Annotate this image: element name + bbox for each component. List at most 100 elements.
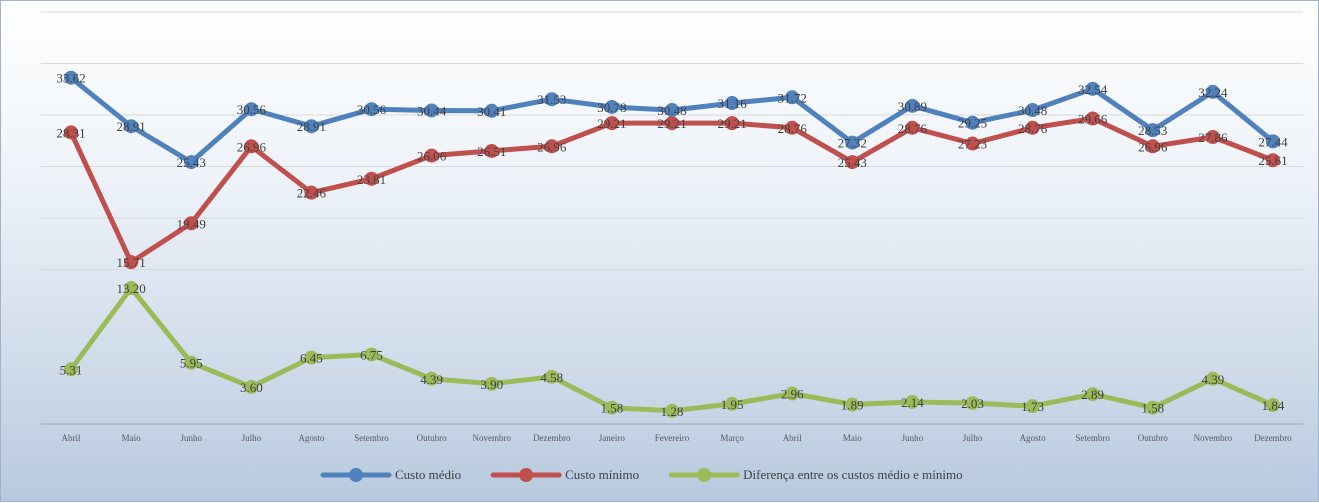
data-point <box>905 120 920 135</box>
legend-label: Custo médio <box>395 467 461 482</box>
x-tick-label: Dezembro <box>1254 433 1292 443</box>
data-point <box>304 350 319 365</box>
legend-label: Diferença entre os custos médio e mínimo <box>743 467 963 482</box>
data-label: 28.76 <box>1018 121 1048 136</box>
data-point <box>725 96 740 111</box>
data-point <box>484 143 499 158</box>
x-tick-label: Junho <box>180 433 202 443</box>
data-point <box>725 396 740 411</box>
data-point <box>304 185 319 200</box>
data-label: 30.56 <box>357 102 387 117</box>
data-label: 1.28 <box>661 404 684 419</box>
data-point <box>64 362 79 377</box>
data-label: 22.46 <box>297 186 327 201</box>
data-point <box>1205 371 1220 386</box>
data-label: 25.61 <box>1258 153 1287 168</box>
data-point <box>604 400 619 415</box>
data-point <box>665 403 679 418</box>
x-tick-label: Novembro <box>1194 433 1233 443</box>
data-label: 28.91 <box>117 119 146 134</box>
data-label: 30.48 <box>1018 103 1047 118</box>
data-point <box>1205 130 1220 145</box>
data-point <box>1145 123 1160 138</box>
data-point <box>604 99 619 114</box>
data-point <box>1025 120 1040 135</box>
x-tick-label: Março <box>720 433 744 443</box>
data-label: 3.60 <box>240 380 263 395</box>
data-label: 26.96 <box>237 139 267 154</box>
x-tick-label: Setembro <box>354 433 389 443</box>
data-point <box>1025 399 1040 414</box>
data-point <box>124 281 139 296</box>
data-label: 4.39 <box>420 372 443 387</box>
legend-swatch-marker <box>349 468 363 482</box>
data-point <box>1265 398 1280 413</box>
data-point <box>845 397 860 412</box>
data-point <box>184 216 199 231</box>
data-label: 2.89 <box>1081 387 1104 402</box>
data-point <box>364 171 379 186</box>
data-label: 30.44 <box>417 103 447 118</box>
x-tick-label: Novembro <box>472 433 511 443</box>
data-label: 29.21 <box>597 116 626 131</box>
series-group <box>64 70 1280 418</box>
data-point <box>785 120 800 135</box>
data-label: 5.31 <box>60 362 83 377</box>
x-tick-label: Outubro <box>1138 433 1168 443</box>
data-label: 28.91 <box>297 119 326 134</box>
data-point <box>124 255 139 270</box>
data-point <box>965 115 980 130</box>
data-label: 25.43 <box>177 155 206 170</box>
data-point <box>665 103 679 118</box>
data-label: 15.71 <box>117 255 146 270</box>
data-point <box>244 139 259 154</box>
data-point <box>544 369 559 384</box>
data-point <box>304 119 319 134</box>
data-point <box>184 355 199 370</box>
data-label: 32.54 <box>1078 82 1108 97</box>
data-label: 1.89 <box>841 398 864 413</box>
data-point <box>424 148 439 163</box>
data-point <box>64 70 79 85</box>
data-point <box>544 139 559 154</box>
data-point <box>845 155 860 170</box>
x-tick-label: Janeiro <box>599 433 625 443</box>
data-point <box>364 102 379 117</box>
x-tick-label: Abril <box>783 433 802 443</box>
data-point <box>785 90 800 105</box>
data-point <box>484 376 499 391</box>
data-label: 4.58 <box>540 370 563 385</box>
data-point <box>665 116 679 131</box>
data-label: 29.66 <box>1078 112 1108 127</box>
x-tick-label: Agosto <box>1020 433 1047 443</box>
data-point <box>124 119 139 134</box>
data-label: 2.03 <box>961 396 984 411</box>
data-label: 19.49 <box>177 216 206 231</box>
data-label: 26.96 <box>537 139 567 154</box>
x-tick-label: Outubro <box>417 433 447 443</box>
data-label: 30.41 <box>477 104 506 119</box>
data-label: 27.44 <box>1258 134 1288 149</box>
data-point <box>1265 153 1280 168</box>
data-point <box>1085 387 1100 402</box>
data-label: 32.24 <box>1198 85 1228 100</box>
data-labels: 33.62 28.91 25.43 30.56 28.91 30.56 30.44 30.41… <box>56 71 1288 419</box>
x-tick-label: Julho <box>242 433 262 443</box>
data-point <box>364 347 379 362</box>
legend: Custo médio Custo mínimo Diferença entre o… <box>320 467 963 482</box>
legend-label: Custo mínimo <box>565 467 639 482</box>
data-point <box>484 103 499 118</box>
data-point <box>1265 134 1280 149</box>
data-point <box>244 379 259 394</box>
data-label: 33.62 <box>56 71 85 86</box>
data-point <box>604 116 619 131</box>
data-point <box>1085 111 1100 126</box>
legend-swatch-marker <box>519 468 534 482</box>
data-point <box>785 386 800 401</box>
data-point <box>1025 103 1040 118</box>
data-point <box>845 135 860 150</box>
data-point <box>184 155 199 170</box>
data-label: 13.20 <box>117 281 146 296</box>
data-point <box>544 92 559 107</box>
